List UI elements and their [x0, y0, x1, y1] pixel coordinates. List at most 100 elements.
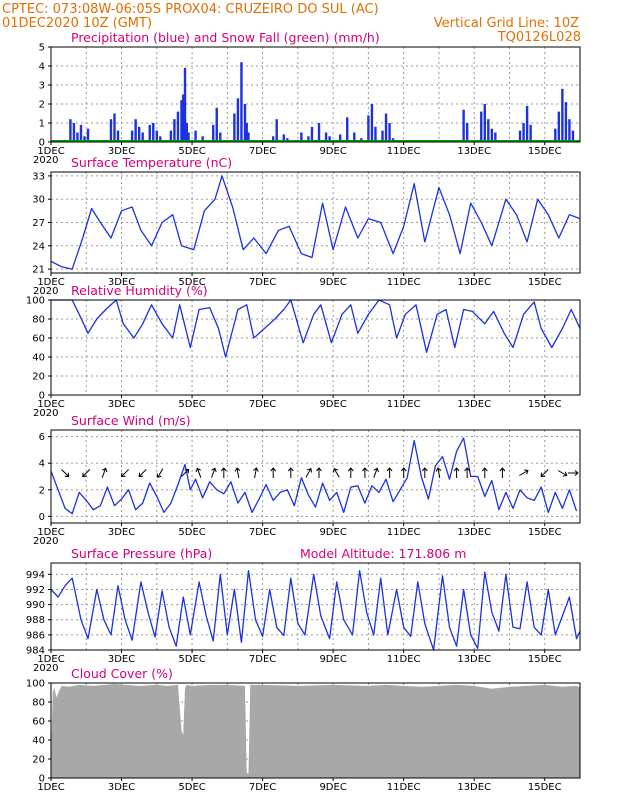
wind-direction-arrow	[400, 467, 407, 478]
wind-arrow-shaft	[61, 469, 69, 477]
wind-arrow-head	[156, 473, 162, 479]
temperature-xtick-label: 11DEC	[387, 277, 421, 288]
wind-frame	[50, 429, 581, 524]
wind-arrow-head	[220, 467, 227, 472]
pressure-subtitle: Model Altitude: 171.806 m	[300, 546, 466, 561]
precip-bar	[116, 130, 120, 142]
temperature-xtick-label: 5DEC	[178, 277, 205, 288]
humidity-ytick-label: 20	[32, 372, 45, 383]
wind-xtick-label: 3DEC	[108, 527, 135, 538]
temperature-title: Surface Temperature (nC)	[71, 155, 232, 170]
precip-bar	[137, 126, 141, 142]
pressure-ytick-label: 986	[26, 630, 45, 641]
wind-arrow-head	[540, 472, 546, 478]
humidity-xtick-label: 13DEC	[457, 399, 491, 410]
wind-arrow-head	[435, 467, 442, 472]
precip-bar	[86, 128, 90, 142]
precip-bar	[155, 130, 158, 142]
precip-bar	[494, 132, 497, 142]
pressure-ytick-label: 990	[26, 600, 45, 611]
cloud-xtick-label: 15DEC	[528, 782, 562, 793]
wind-direction-arrow	[101, 467, 108, 478]
humidity-xtick-label: 9DEC	[319, 399, 346, 410]
temperature-frame	[50, 171, 581, 274]
wind-direction-arrow	[421, 467, 428, 478]
wind-arrow-head	[121, 472, 126, 478]
wind-xtick-label: 1DEC	[37, 527, 64, 538]
wind-arrow-head	[481, 467, 488, 472]
wind-direction-arrow	[305, 467, 313, 478]
wind-arrow-head	[211, 467, 217, 473]
precip-bar	[374, 126, 377, 142]
precip-bar	[522, 123, 525, 142]
wind-arrow-shaft	[236, 467, 240, 479]
wind-direction-arrow	[557, 470, 568, 477]
precip-frame	[50, 46, 581, 143]
precip-bar	[113, 113, 116, 142]
precip-bar	[328, 136, 331, 142]
cloud-frame	[50, 682, 581, 779]
precip-bar	[480, 111, 483, 142]
wind-arrow-shaft	[519, 470, 529, 476]
humidity-xtick-label: 1DEC	[37, 399, 64, 410]
temperature-ytick-label: 30	[32, 195, 45, 206]
precip-bar	[76, 132, 79, 142]
precip-bar	[518, 130, 522, 142]
wind-direction-arrow	[181, 468, 190, 477]
wind-direction-arrow	[195, 467, 202, 478]
wind-arrow-head	[464, 467, 470, 472]
cloud-ytick-label: 20	[32, 755, 45, 766]
cloud-cover-area	[51, 683, 580, 778]
wind-arrow-shaft	[437, 467, 441, 479]
wind-arrow-head	[421, 467, 428, 472]
humidity-ytick-label: 40	[32, 353, 45, 364]
precip-bar	[247, 132, 250, 142]
precip-bar	[571, 130, 575, 142]
wind-direction-arrow	[270, 467, 277, 478]
temperature-xtick-label: 15DEC	[528, 277, 562, 288]
wind-arrow-head	[82, 472, 87, 478]
wind-arrow-head	[400, 467, 407, 472]
wind-ytick-label: 2	[39, 485, 45, 496]
wind-arrow-head	[195, 467, 202, 473]
cloud-xtick-label: 7DEC	[249, 782, 276, 793]
temperature-xtick-label: 3DEC	[108, 277, 135, 288]
wind-arrow-shaft	[196, 468, 202, 478]
precip-bar	[130, 130, 134, 142]
precip-ytick-label: 1	[39, 119, 45, 130]
wind-arrow-head	[64, 472, 70, 478]
pressure-title: Surface Pressure (hPa)	[71, 546, 212, 561]
precip-panel: 0 1 2 3 4 5 1DEC 3DEC 5DEC 7DEC 9DEC 11DEC 13DEC 15DE…	[33, 30, 581, 166]
wind-title: Surface Wind (m/s)	[71, 413, 191, 428]
wind-arrow-head	[253, 467, 259, 472]
precip-bar	[487, 119, 490, 142]
precip-bar	[490, 128, 494, 142]
precip-bar	[183, 67, 187, 142]
pressure-xtick-label: 9DEC	[319, 654, 346, 665]
wind-arrow-shaft	[82, 469, 91, 477]
wind-xtick-label: 13DEC	[457, 527, 491, 538]
precip-bar	[176, 111, 180, 142]
wind-arrow-head	[333, 467, 339, 473]
wind-arrow-head	[347, 467, 354, 472]
temperature-xtick-label: 9DEC	[319, 277, 346, 288]
temperature-panel: 21 24 27 30 33 1DEC 3DEC 5DEC 7DEC 9DEC 11DEC 13DEC…	[32, 155, 581, 297]
precip-xtick-label: 7DEC	[249, 146, 276, 157]
pressure-year-stub: 2020	[33, 663, 58, 674]
wind-direction-arrow	[138, 469, 147, 478]
precip-bar	[324, 132, 328, 142]
precip-bar	[134, 119, 137, 142]
wind-arrow-head	[574, 470, 579, 476]
precip-bar	[219, 132, 222, 142]
precip-bar	[557, 111, 561, 142]
cloud-xtick-label: 11DEC	[387, 782, 421, 793]
wind-direction-arrow	[362, 467, 368, 478]
pressure-xtick-label: 11DEC	[387, 654, 421, 665]
humidity-series-line	[51, 299, 581, 358]
wind-arrow-shaft	[138, 469, 147, 477]
wind-direction-arrow	[347, 467, 354, 478]
pressure-xtick-label: 15DEC	[528, 654, 562, 665]
precip-bar	[169, 130, 173, 142]
wind-arrow-head	[453, 467, 460, 472]
